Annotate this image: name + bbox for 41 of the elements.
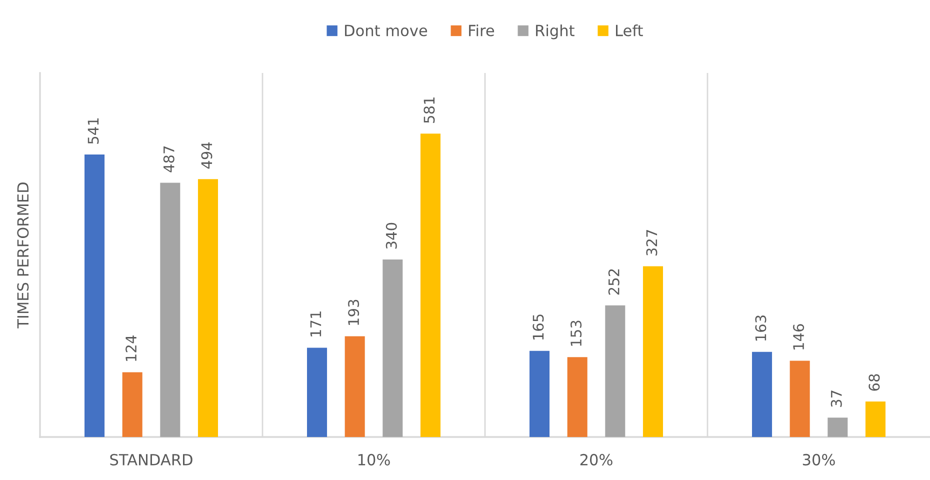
legend-label: Right <box>536 24 574 40</box>
bar <box>605 305 626 437</box>
bar <box>530 350 550 437</box>
data-label: 171 <box>310 312 322 336</box>
bar <box>122 372 142 437</box>
bar <box>642 266 663 437</box>
data-label: 494 <box>201 142 212 169</box>
data-label: 37 <box>830 390 842 407</box>
bar <box>307 348 328 437</box>
legend-label: Dont move <box>345 24 428 36</box>
bar <box>84 154 105 437</box>
bar <box>865 402 886 437</box>
bar <box>752 352 772 437</box>
bar <box>790 360 810 437</box>
data-label: 541 <box>88 118 99 144</box>
bar <box>567 357 588 437</box>
data-label: 581 <box>424 97 435 123</box>
x-tick-label: 10% <box>358 454 390 466</box>
x-tick-label: STANDARD <box>110 454 192 466</box>
data-label: 146 <box>793 324 804 350</box>
bar <box>344 336 365 437</box>
bar <box>420 134 440 437</box>
data-label: 165 <box>532 314 544 340</box>
bar <box>160 182 180 437</box>
bar <box>382 259 403 437</box>
x-tick-label: 20% <box>580 454 612 466</box>
data-label: 68 <box>868 374 880 391</box>
legend-label: Fire <box>469 24 494 36</box>
bar <box>828 418 848 437</box>
data-label: 487 <box>163 146 174 172</box>
bar <box>198 179 218 437</box>
data-label: 153 <box>570 320 582 346</box>
data-label: 193 <box>348 300 360 325</box>
data-label: 124 <box>126 336 136 361</box>
data-label: 327 <box>646 230 658 256</box>
data-label: 163 <box>755 316 766 341</box>
y-axis-title: TIMES PERFORMED <box>17 182 29 328</box>
x-tick-label: 30% <box>802 454 835 466</box>
legend-label: Left <box>616 24 643 36</box>
data-label: 340 <box>386 222 397 249</box>
data-label: 252 <box>608 269 620 295</box>
